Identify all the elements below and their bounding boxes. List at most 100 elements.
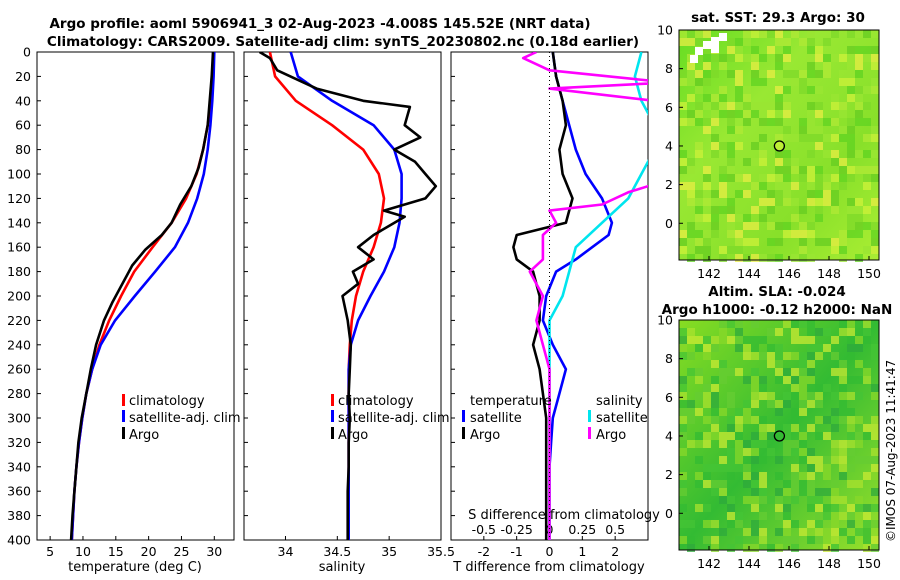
sla-cell [727,432,735,440]
sla-cell [823,328,831,336]
sst-cell [751,46,759,54]
difference-xtick-label: 2 [611,544,619,559]
sla-cell [807,464,815,472]
depth-ytick-label: 20 [15,69,31,84]
sst-cell [711,102,719,110]
sst-cell [687,78,695,86]
sst-cell [751,102,759,110]
sla-cell [815,344,823,352]
temperature-line-satellite-adj-clim [70,52,216,540]
sst-cell [735,78,743,86]
depth-ytick-label: 60 [15,118,31,133]
legend-label-satellite: satellite-adj. clim [129,411,241,426]
sla-cell [855,504,863,512]
sst-cell [735,70,743,78]
sst-cell [687,222,695,230]
sst-cell [863,222,871,230]
sla-cell [735,536,743,544]
sst-cell [807,222,815,230]
sla-cell [831,544,839,552]
sla-cell [831,392,839,400]
sst-cell [799,254,807,262]
sla-cell [799,376,807,384]
sla-cell [855,432,863,440]
sla-cell [871,520,879,528]
sst-cell [815,134,823,142]
sla-cell [679,424,687,432]
sla-cell [751,456,759,464]
sla-cell [743,528,751,536]
sla-cell [871,488,879,496]
sla-cell [863,528,871,536]
sst-xtick-label: 142 [697,266,721,281]
sst-cell [743,118,751,126]
sla-cell [751,496,759,504]
sla-cell [703,440,711,448]
sst-cell [751,254,759,262]
sst-cell [799,70,807,78]
sal-diff-tick-label: -0.25 [500,522,532,537]
legend-swatch-temp-argo [462,427,465,439]
sst-cell [863,206,871,214]
sla-cell [807,448,815,456]
sla-cell [871,536,879,544]
sst-cell [751,238,759,246]
sst-cell [695,246,703,254]
sla-cell [831,520,839,528]
legend-swatch-climatology [122,394,125,406]
sla-cell [711,408,719,416]
sst-xtick-label: 150 [857,266,881,281]
sst-cell [703,230,711,238]
sst-cell [759,214,767,222]
sla-cell [815,352,823,360]
sla-cell [823,504,831,512]
sla-cell [719,336,727,344]
sst-cell [703,118,711,126]
sla-cell [791,536,799,544]
sla-cell [759,472,767,480]
sla-cell [847,480,855,488]
sst-cell [727,38,735,46]
sst-cell [855,206,863,214]
sst-cell [855,230,863,238]
sst-cell [735,102,743,110]
sst-cell [775,118,783,126]
sla-cell [743,344,751,352]
sst-cell [703,158,711,166]
sst-cell [775,190,783,198]
sla-cell [863,376,871,384]
sla-map-subtitle: Argo h1000: -0.12 h2000: NaN [662,302,893,318]
sal-diff-tick-label: 0.5 [605,522,625,537]
sst-cell [855,118,863,126]
sla-cell [815,464,823,472]
sst-cell [775,38,783,46]
sla-cell [799,392,807,400]
legend-label-sal-satellite: satellite [596,411,648,426]
sla-cell [855,496,863,504]
sst-cell [839,246,847,254]
sst-cell [799,166,807,174]
temperature-xtick-label: 25 [174,544,190,559]
sst-cell [711,142,719,150]
depth-ytick-label: 400 [7,533,31,548]
sla-cell [735,448,743,456]
sst-cell [751,110,759,118]
sla-cell [807,520,815,528]
sla-cell [815,328,823,336]
sst-cell [727,214,735,222]
sst-cell [711,222,719,230]
sla-cell [751,368,759,376]
sst-cell [695,150,703,158]
sla-cell [687,536,695,544]
sla-cell [719,496,727,504]
sla-cell [751,504,759,512]
sla-cell [783,432,791,440]
sla-cell [847,512,855,520]
sla-cell [847,464,855,472]
sla-cell [711,360,719,368]
sla-cell [863,328,871,336]
sst-cell [799,78,807,86]
sla-cell [855,528,863,536]
sla-cell [799,384,807,392]
sla-cell [727,456,735,464]
